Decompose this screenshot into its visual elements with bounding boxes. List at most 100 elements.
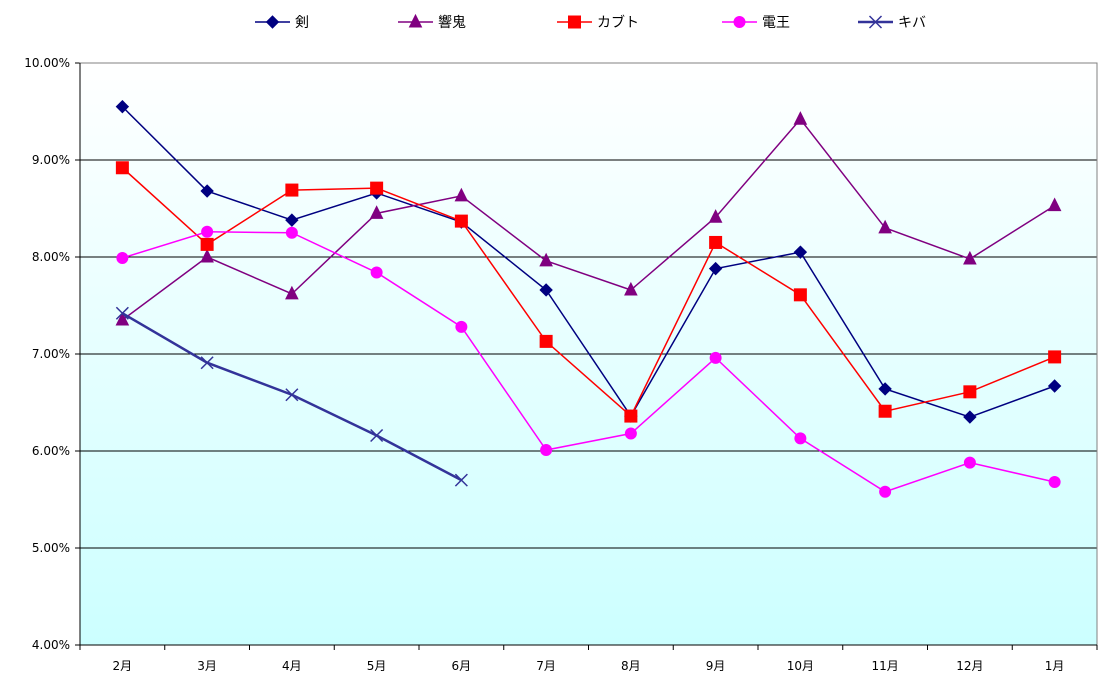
series-2-line bbox=[121, 118, 1056, 321]
series-5-point-stroke bbox=[115, 306, 129, 320]
series-3 bbox=[115, 161, 1062, 423]
legend-label: 響鬼 bbox=[438, 14, 466, 31]
series-2-point bbox=[285, 285, 299, 300]
series-2-point bbox=[454, 187, 469, 202]
legend-item-4: 電王 bbox=[722, 15, 790, 31]
series-4-point bbox=[963, 456, 976, 469]
series-3-point bbox=[115, 161, 129, 175]
series-2-point bbox=[1047, 197, 1062, 212]
series-3-line bbox=[121, 167, 1055, 418]
y-tick-label: 4.00% bbox=[32, 638, 70, 652]
series-1-point bbox=[285, 213, 299, 227]
series-3-point bbox=[963, 385, 977, 399]
series-5 bbox=[115, 306, 468, 487]
series-1-point bbox=[963, 410, 977, 424]
series-3-point bbox=[793, 288, 807, 302]
series-2-point bbox=[369, 205, 384, 219]
legend-swatch-marker-stroke bbox=[868, 15, 883, 29]
series-2-point bbox=[793, 111, 808, 125]
series-2-point bbox=[115, 311, 130, 326]
series-5-point-stroke bbox=[370, 428, 384, 443]
x-tick-label: 9月 bbox=[706, 659, 726, 673]
series-3-point bbox=[285, 183, 299, 197]
legend-label: キバ bbox=[898, 15, 926, 31]
series-4-point bbox=[370, 266, 383, 279]
x-tick-label: 12月 bbox=[956, 659, 983, 673]
series-1-point bbox=[708, 261, 723, 276]
series-5-point bbox=[200, 356, 214, 370]
series-4-point bbox=[116, 251, 129, 264]
series-3-point bbox=[878, 404, 892, 418]
series-3-point bbox=[539, 334, 553, 348]
x-tick-label: 7月 bbox=[536, 659, 556, 673]
series-1-point bbox=[200, 184, 214, 198]
series-4-point bbox=[794, 432, 807, 445]
y-tick-label: 5.00% bbox=[32, 541, 70, 555]
series-3-point bbox=[709, 235, 723, 249]
x-tick-label: 8月 bbox=[621, 659, 641, 673]
legend-label: 剣 bbox=[295, 15, 309, 31]
series-5-point bbox=[115, 306, 129, 320]
series-3-point bbox=[370, 181, 384, 195]
series-4-point bbox=[879, 485, 892, 498]
series-5-point bbox=[454, 473, 468, 487]
series-4-point bbox=[540, 444, 553, 457]
series-2-point bbox=[708, 209, 723, 223]
x-tick-label: 11月 bbox=[871, 659, 898, 673]
x-tick-label: 2月 bbox=[113, 659, 133, 673]
legend-swatch-marker bbox=[868, 15, 883, 29]
y-tick-label: 7.00% bbox=[32, 347, 70, 361]
x-tick-label: 4月 bbox=[282, 659, 302, 673]
series-3-point bbox=[454, 214, 468, 228]
series-2-point bbox=[878, 219, 892, 234]
series-3-point bbox=[1048, 350, 1062, 364]
series-5-point bbox=[370, 428, 384, 443]
series-4-point bbox=[1048, 476, 1061, 489]
axes: 4.00% 5.00% 6.00% 7.00% 8.00% 9.00% 10.00% 2月 3月… bbox=[24, 56, 1098, 673]
series-3-point bbox=[624, 409, 638, 423]
series-lines bbox=[115, 99, 1062, 498]
legend-swatch-marker bbox=[408, 13, 423, 28]
x-tick-label: 3月 bbox=[197, 659, 217, 673]
x-tick-label: 10月 bbox=[787, 659, 814, 673]
series-4-point bbox=[709, 351, 722, 364]
x-tick-label: 6月 bbox=[452, 659, 472, 673]
legend: 剣 響鬼 カブト 電王 キバ bbox=[255, 13, 926, 31]
legend-item-1: 剣 bbox=[255, 15, 309, 31]
x-tick-label: 5月 bbox=[367, 659, 387, 673]
series-1-point bbox=[793, 245, 808, 259]
series-4-line bbox=[122, 231, 1055, 493]
series-1-point bbox=[539, 283, 553, 297]
legend-item-3: カブト bbox=[557, 14, 639, 31]
series-2-point bbox=[539, 252, 553, 267]
legend-label: 電王 bbox=[762, 15, 790, 31]
series-2 bbox=[115, 111, 1062, 326]
series-1-line bbox=[121, 106, 1055, 418]
series-5-point-stroke bbox=[454, 473, 468, 487]
series-5-point bbox=[285, 388, 299, 402]
y-tick-label: 8.00% bbox=[32, 250, 70, 264]
series-5-point-stroke bbox=[200, 356, 214, 370]
series-4-point bbox=[201, 225, 214, 238]
legend-swatch-marker bbox=[568, 15, 581, 29]
series-2-point bbox=[624, 281, 638, 296]
series-3-point bbox=[200, 237, 214, 251]
series-1-point bbox=[1047, 379, 1062, 393]
series-1-point bbox=[115, 99, 130, 114]
series-2-point bbox=[200, 248, 214, 263]
x-tick-label: 1月 bbox=[1045, 659, 1065, 673]
legend-item-5: キバ bbox=[858, 15, 926, 31]
y-tick-label: 10.00% bbox=[24, 56, 70, 70]
series-1-point bbox=[878, 382, 892, 396]
legend-swatch-marker bbox=[733, 16, 746, 28]
legend-swatch-marker bbox=[265, 15, 280, 29]
y-tick-label: 9.00% bbox=[32, 153, 70, 167]
legend-label: カブト bbox=[597, 14, 639, 31]
series-4-point bbox=[455, 320, 468, 333]
series-4-point bbox=[624, 427, 637, 440]
series-5-point-stroke bbox=[285, 388, 299, 402]
series-4-point bbox=[285, 226, 298, 239]
series-4 bbox=[116, 225, 1061, 498]
